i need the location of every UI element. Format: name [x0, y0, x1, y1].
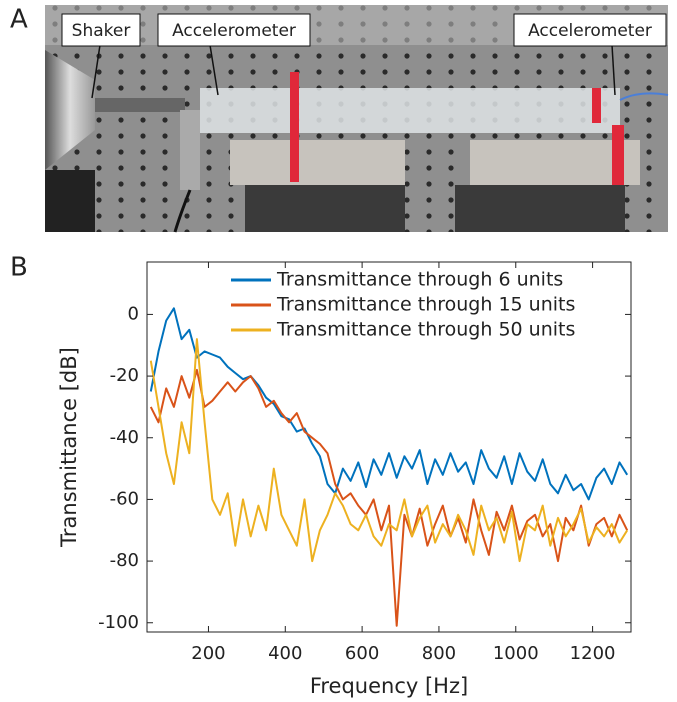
x-tick-label: 200 — [191, 643, 225, 664]
x-tick-label: 800 — [422, 643, 456, 664]
y-tick-label: 0 — [128, 303, 139, 324]
y-tick-label: -60 — [110, 488, 139, 509]
legend-label: Transmittance through 6 units — [276, 269, 563, 291]
series-line — [149, 338, 629, 563]
photo-label: Shaker — [72, 21, 131, 41]
panel-label: A — [10, 5, 28, 35]
panel-label: B — [10, 253, 28, 283]
x-tick-label: 600 — [345, 643, 379, 664]
y-axis-title: Transmittance [dB] — [57, 347, 81, 548]
photo: Shaker Accelerometer Accelerometer — [45, 5, 669, 233]
legend-label: Transmittance through 15 units — [276, 294, 575, 316]
y-tick-label: -20 — [110, 365, 139, 386]
x-tick-label: 1000 — [493, 643, 539, 664]
photo-label: Accelerometer — [528, 21, 652, 41]
legend-label: Transmittance through 50 units — [276, 319, 575, 341]
series-line — [149, 307, 629, 501]
x-tick-label: 400 — [268, 643, 302, 664]
y-tick-label: -40 — [110, 427, 139, 448]
x-tick-label: 1200 — [570, 643, 616, 664]
plot-area — [147, 262, 631, 632]
y-tick-label: -80 — [110, 550, 139, 571]
x-axis-title: Frequency [Hz] — [310, 674, 468, 698]
plot-frame — [146, 261, 632, 633]
photo-label: Accelerometer — [172, 21, 296, 41]
y-tick-label: -100 — [98, 612, 139, 633]
